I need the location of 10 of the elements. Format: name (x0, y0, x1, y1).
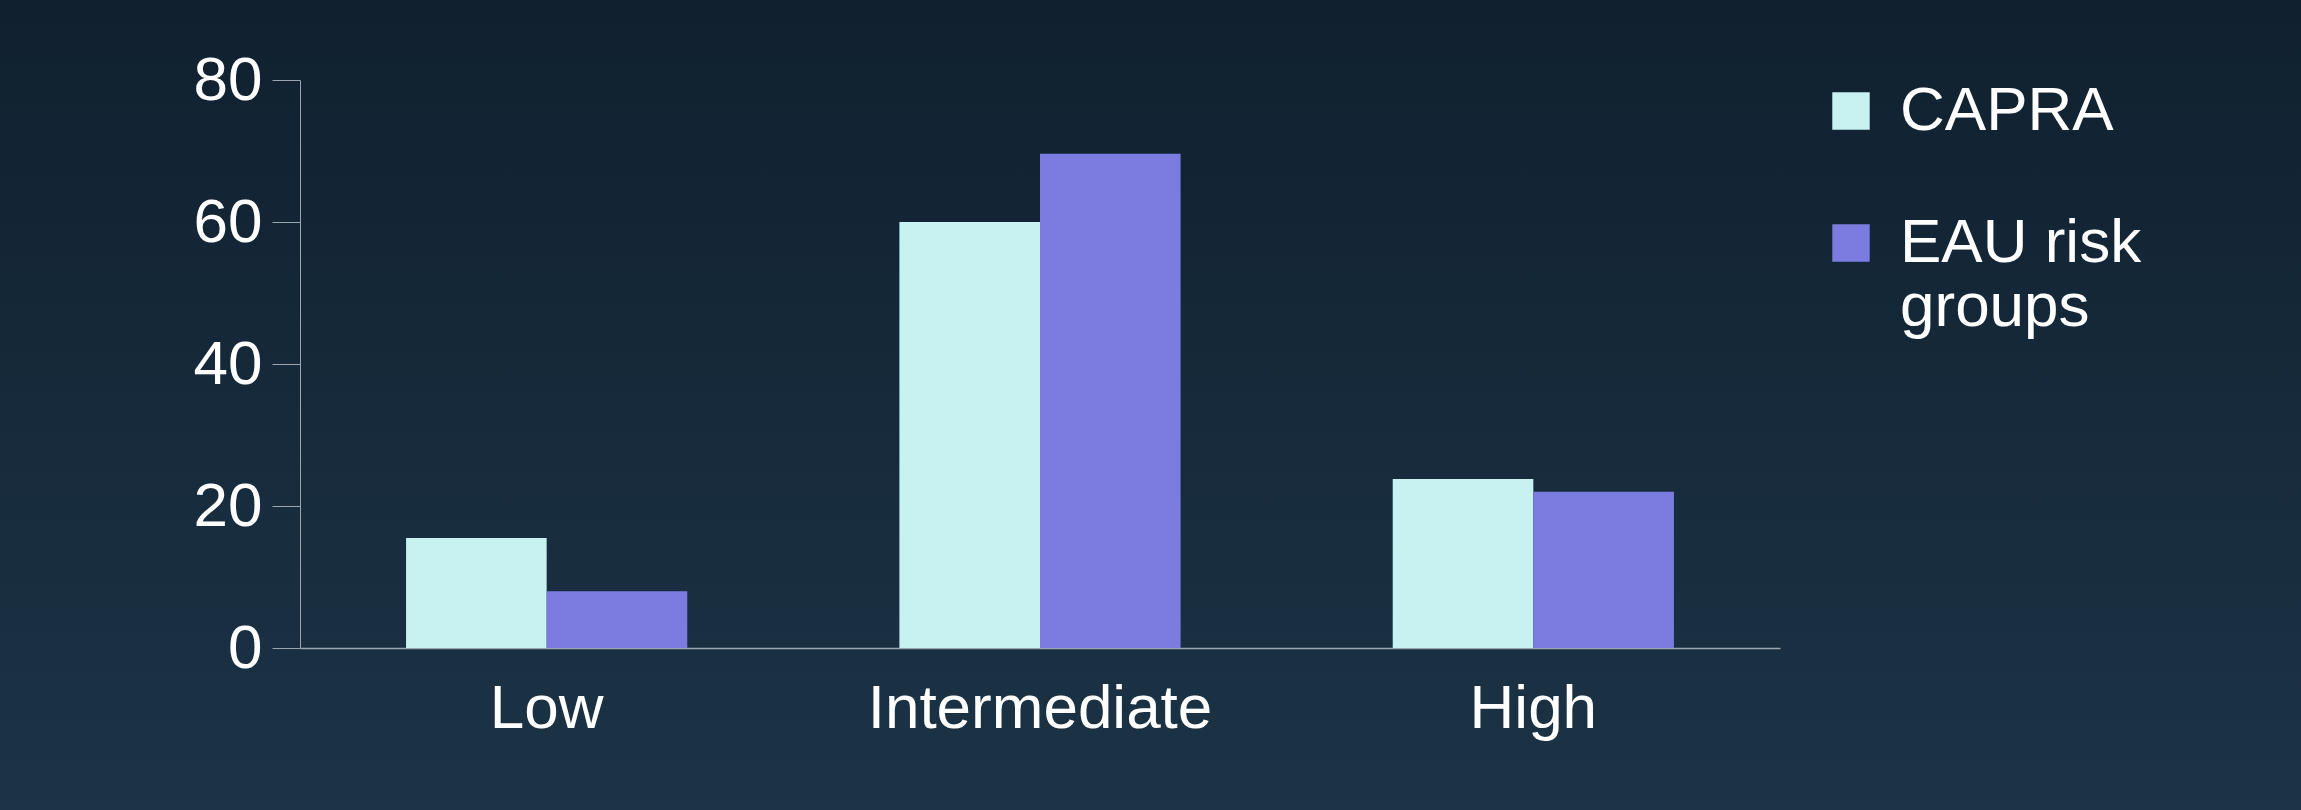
y-tick-label: 40 (193, 327, 263, 397)
x-tick-label: Low (489, 671, 604, 741)
x-tick-label: High (1469, 671, 1598, 741)
y-tick-label: 80 (193, 43, 263, 113)
y-tick-label: 0 (228, 611, 263, 681)
legend-label: CAPRA (1900, 74, 2115, 143)
y-tick-label: 20 (193, 469, 263, 539)
x-tick-label: Intermediate (867, 671, 1213, 741)
y-tick-label: 60 (193, 185, 263, 255)
legend-label: EAU risk groups (1900, 206, 2143, 339)
